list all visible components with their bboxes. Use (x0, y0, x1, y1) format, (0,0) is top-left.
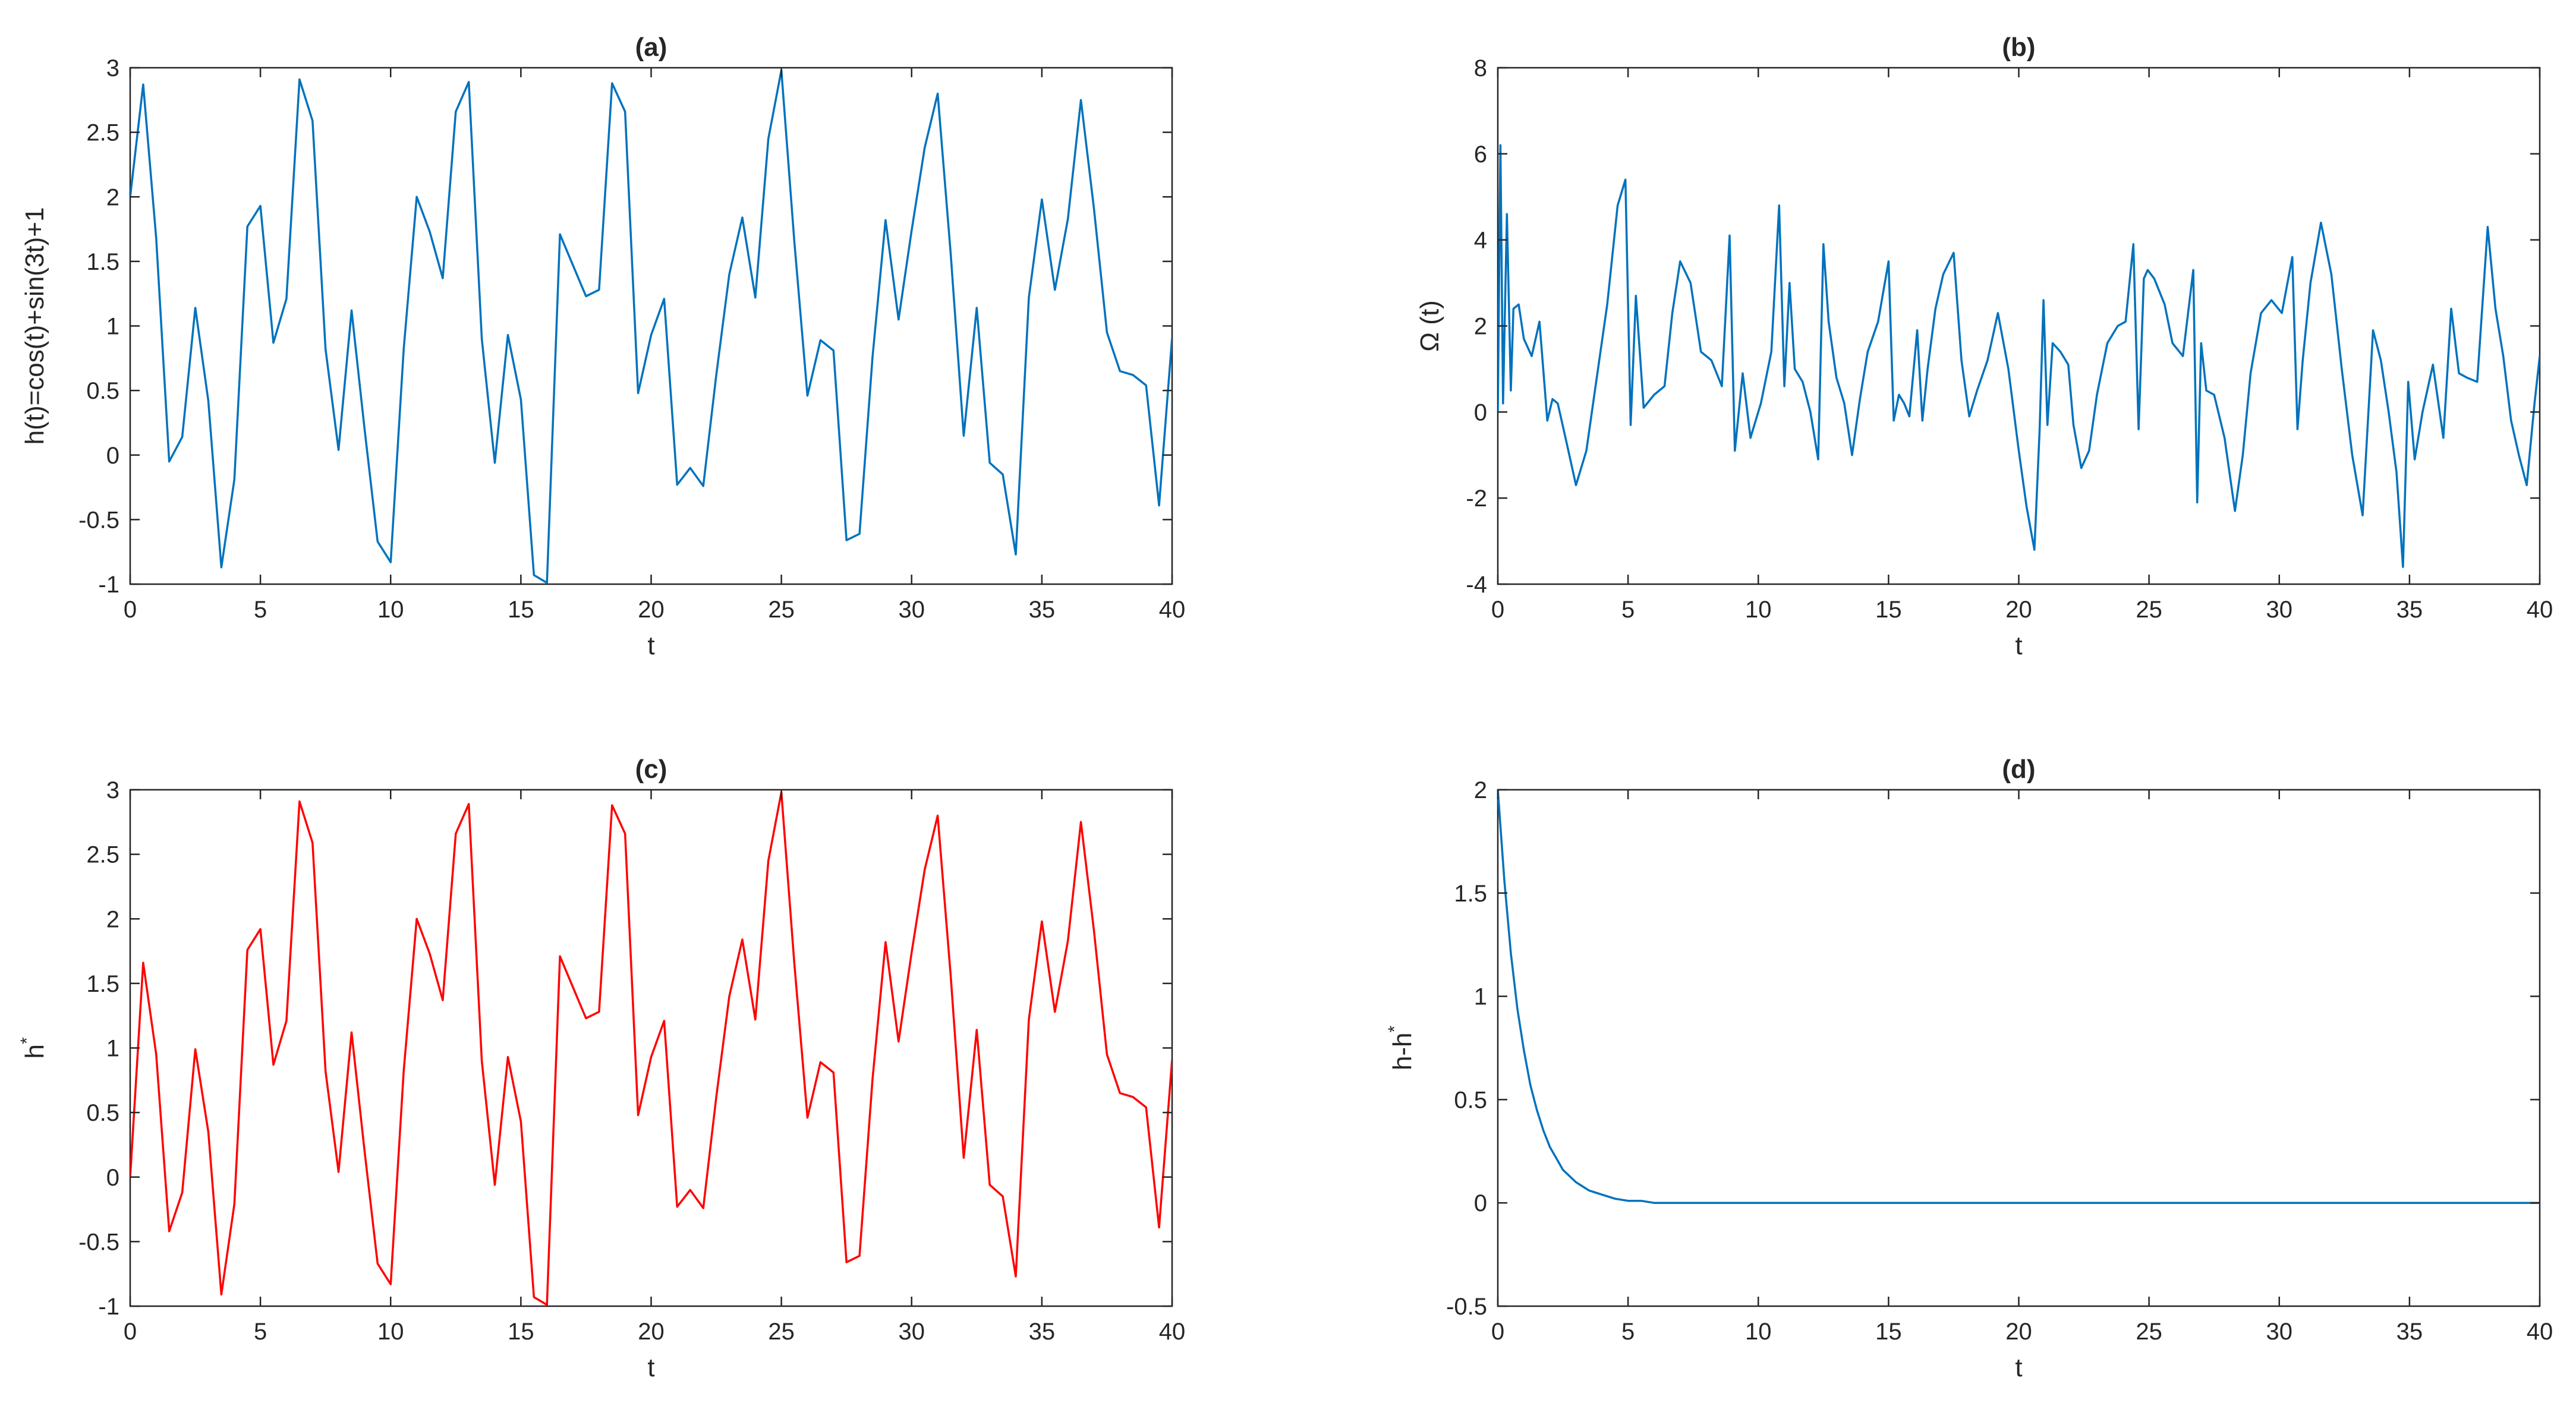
y-tick-label-d: 0 (1474, 1190, 1487, 1216)
x-tick-label-d: 40 (2527, 1319, 2553, 1345)
y-axis-label-text-b: Ω (t) (1415, 300, 1444, 352)
x-tick-label-a: 15 (508, 597, 534, 623)
y-tick-label-a: -1 (98, 572, 119, 598)
y-tick-label-c: -1 (98, 1294, 119, 1320)
y-axis-label-superscript-d: * (1385, 1026, 1404, 1033)
plot-area-a (129, 67, 1173, 585)
y-tick-label-a: 1.5 (86, 249, 119, 275)
y-tick-label-b: 6 (1474, 141, 1487, 168)
x-tick-label-a: 10 (377, 597, 404, 623)
panel-title-b: (b) (2002, 33, 2035, 62)
x-tick-label-c: 15 (508, 1319, 534, 1345)
x-tick-label-c: 0 (124, 1319, 137, 1345)
y-tick-label-d: -0.5 (1446, 1294, 1487, 1320)
x-tick-label-d: 10 (1745, 1319, 1772, 1345)
x-tick-label-d: 25 (2136, 1319, 2162, 1345)
x-tick-label-d: 15 (1875, 1319, 1902, 1345)
y-axis-label-superscript-c: * (17, 1037, 37, 1044)
panel-a: 0 5 10 15 20 25 30 35 40 -1 -0.5 0 0.5 1 1.5 2 2.5 3 (a) t h… (20, 33, 1185, 660)
y-tick-label-c: 2 (106, 906, 119, 932)
y-tick-label-c: -0.5 (78, 1229, 119, 1255)
y-tick-label-b: 4 (1474, 228, 1487, 254)
y-tick-label-c: 1 (106, 1036, 119, 1062)
panel-title-c: (c) (635, 755, 667, 784)
y-tick-label-d: 0.5 (1454, 1087, 1487, 1113)
y-axis-label-c: h* (17, 1037, 49, 1058)
y-tick-label-c: 2.5 (86, 842, 119, 868)
series-line-b-0 (1498, 144, 2540, 568)
x-tick-label-b: 15 (1875, 597, 1902, 623)
x-axis-label-a: t (647, 631, 654, 660)
panel-c: 0 5 10 15 20 25 30 35 40 -1 -0.5 0 0.5 1 1.5 2 2.5 3 (c) t h… (17, 755, 1185, 1382)
plot-area-b (1497, 67, 2541, 585)
x-tick-label-c: 30 (899, 1319, 925, 1345)
x-tick-label-b: 20 (2005, 597, 2032, 623)
x-tick-label-b: 40 (2527, 597, 2553, 623)
y-tick-label-a: 0.5 (86, 378, 119, 404)
series-line-c-0 (130, 791, 1172, 1306)
panel-title-d: (d) (2002, 755, 2035, 784)
y-axis-label-text-a: h(t)=cos(t)+sin(3t)+1 (20, 207, 49, 445)
y-tick-label-a: 2.5 (86, 120, 119, 146)
x-tick-label-a: 25 (768, 597, 795, 623)
x-tick-label-c: 25 (768, 1319, 795, 1345)
x-tick-label-c: 40 (1159, 1319, 1186, 1345)
x-tick-label-b: 35 (2397, 597, 2423, 623)
x-tick-label-a: 20 (638, 597, 665, 623)
series-line-a-0 (130, 69, 1172, 584)
y-tick-label-d: 1.5 (1454, 881, 1487, 907)
x-tick-label-a: 35 (1029, 597, 1056, 623)
x-axis-label-b: t (2015, 631, 2022, 660)
y-tick-label-c: 3 (106, 777, 119, 803)
x-tick-label-a: 0 (124, 597, 137, 623)
y-axis-label-text-c: h (20, 1044, 49, 1058)
x-tick-label-d: 0 (1491, 1319, 1504, 1345)
y-tick-label-d: 2 (1474, 777, 1487, 803)
y-axis-label-text-d: h-h (1388, 1033, 1417, 1071)
x-tick-label-c: 20 (638, 1319, 665, 1345)
plot-area-c (129, 789, 1173, 1307)
x-axis-label-c: t (647, 1353, 654, 1382)
y-tick-label-c: 0 (106, 1165, 119, 1191)
x-tick-label-d: 20 (2005, 1319, 2032, 1345)
x-tick-label-d: 5 (1621, 1319, 1635, 1345)
y-tick-label-b: 8 (1474, 55, 1487, 81)
y-tick-label-b: -4 (1466, 572, 1487, 598)
y-axis-label-b: Ω (t) (1415, 300, 1444, 352)
x-tick-label-c: 5 (254, 1319, 267, 1345)
y-tick-label-c: 0.5 (86, 1100, 119, 1126)
x-tick-label-b: 25 (2136, 597, 2162, 623)
panel-title-a: (a) (635, 33, 667, 62)
x-tick-label-a: 30 (899, 597, 925, 623)
x-tick-label-b: 30 (2266, 597, 2293, 623)
y-tick-label-a: -0.5 (78, 507, 119, 533)
series-line-d-0 (1498, 790, 2540, 1204)
y-tick-label-b: 2 (1474, 314, 1487, 340)
y-tick-label-a: 3 (106, 55, 119, 81)
y-tick-label-c: 1.5 (86, 971, 119, 997)
y-axis-label-d: h-h* (1385, 1026, 1417, 1071)
y-axis-label-a: h(t)=cos(t)+sin(3t)+1 (20, 207, 49, 445)
x-tick-label-a: 40 (1159, 597, 1186, 623)
x-tick-label-a: 5 (254, 597, 267, 623)
y-tick-label-a: 1 (106, 314, 119, 340)
y-tick-label-b: -2 (1466, 486, 1487, 512)
x-tick-label-b: 5 (1621, 597, 1635, 623)
panel-d: 0 5 10 15 20 25 30 35 40-0.500.511.52(d)th-h* (1385, 755, 2553, 1382)
x-axis-label-d: t (2015, 1353, 2022, 1382)
y-tick-label-a: 0 (106, 443, 119, 469)
panel-b: 0 5 10 15 20 25 30 35 40 -4 -2 0 2 4 6 8 (b) t Ω (t) (1415, 33, 2553, 660)
y-tick-label-b: 0 (1474, 399, 1487, 425)
x-tick-label-d: 30 (2266, 1319, 2293, 1345)
x-tick-label-b: 0 (1491, 597, 1504, 623)
x-tick-label-d: 35 (2397, 1319, 2423, 1345)
x-tick-label-c: 10 (377, 1319, 404, 1345)
x-tick-label-b: 10 (1745, 597, 1772, 623)
y-tick-label-a: 2 (106, 184, 119, 210)
x-tick-label-c: 35 (1029, 1319, 1056, 1345)
y-tick-label-d: 1 (1474, 984, 1487, 1010)
plot-area-d (1497, 789, 2541, 1307)
